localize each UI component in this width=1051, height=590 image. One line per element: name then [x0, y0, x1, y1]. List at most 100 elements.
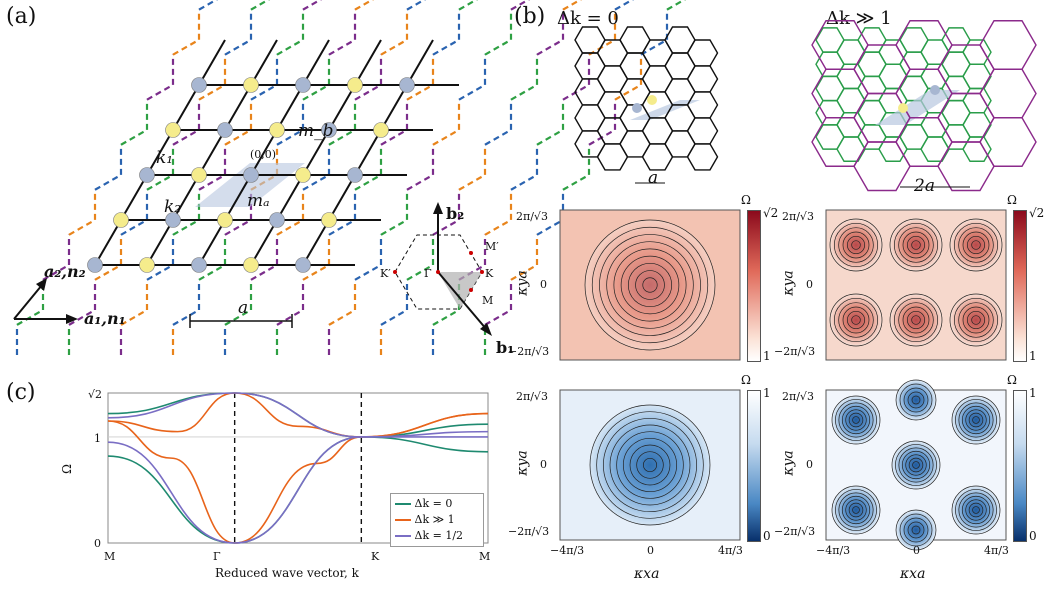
cbar-lr-omega: Ω: [1007, 373, 1017, 387]
ytick-ll-bot: −2π/√3: [508, 525, 550, 538]
heatmap-upper-right: [825, 209, 1007, 361]
lattice-site: [243, 257, 259, 273]
xlabel-lower-left: κxa: [634, 566, 660, 582]
cbar-ll-max: 1: [763, 386, 771, 400]
legend-label-0: Δk = 0: [414, 497, 453, 510]
lattice-site: [165, 212, 181, 228]
colorbar-upper-right: [1013, 210, 1027, 362]
lattice-site: [269, 122, 285, 138]
ytick-ll-mid: 0: [540, 458, 547, 471]
scale-label-a: a: [238, 298, 249, 318]
ytick-ll-top: 2π/√3: [516, 390, 548, 403]
lattice-site: [217, 212, 233, 228]
cbar-ul-max: √2: [763, 206, 779, 220]
legend-item: Δk ≫ 1: [395, 513, 455, 526]
b-right-title: Δk ≫ 1: [826, 8, 892, 29]
xtick-lr-right: 4π/3: [984, 544, 1009, 557]
lattice-site: [87, 257, 103, 273]
lattice-solid-bonds: [94, 39, 459, 266]
label-k1: k₁: [156, 148, 174, 168]
honeycomb-small-right: [811, 20, 1037, 192]
label-mb: m_b: [298, 121, 334, 141]
lattice-site: [113, 212, 129, 228]
colorbar-upper-left: [747, 210, 761, 362]
b-scale-2a: 2a: [914, 176, 935, 196]
ytick-lr-mid: 0: [806, 458, 813, 471]
xtick-lr-mid: 0: [913, 544, 920, 557]
legend-label-2: Δk = 1/2: [414, 529, 464, 542]
bz-K: K: [485, 267, 494, 280]
chart-xtick-M1: M: [104, 550, 116, 563]
bz-Mp: M′: [485, 240, 499, 253]
lattice-site: [347, 167, 363, 183]
bz-b1: b₁: [496, 338, 515, 357]
legend-label-1: Δk ≫ 1: [414, 513, 455, 526]
lattice-site: [191, 257, 207, 273]
band-upper-series-2: [107, 392, 489, 438]
panel-label-b: (b): [514, 4, 546, 29]
ylabel-upper-right: κya: [780, 270, 797, 296]
ytick-lr-bot: −2π/√3: [774, 525, 816, 538]
cbar-ll-omega: Ω: [741, 373, 751, 387]
lattice-site: [243, 167, 259, 183]
xtick-ll-mid: 0: [647, 544, 654, 557]
colorbar-lower-right: [1013, 390, 1027, 542]
band-lower-series-1: [107, 412, 489, 544]
label-k2: k₂: [164, 197, 182, 217]
cbar-ur-max: √2: [1029, 206, 1045, 220]
lattice-site: [321, 122, 337, 138]
b-scale-a: a: [648, 168, 659, 188]
ytick-ur-bot: −2π/√3: [774, 345, 816, 358]
colorbar-lower-left: [747, 390, 761, 542]
b-left-title: Δk = 0: [557, 8, 619, 29]
ytick-lr-top: 2π/√3: [782, 390, 814, 403]
lattice-site: [347, 77, 363, 93]
ylabel-lower-left: κya: [514, 450, 531, 476]
bz-Kp: K′: [380, 267, 391, 280]
lattice-site: [165, 122, 181, 138]
lattice-site: [373, 122, 389, 138]
ytick-ul-bot: −2π/√3: [508, 345, 550, 358]
ytick-ur-mid: 0: [806, 278, 813, 291]
ytick-ul-mid: 0: [540, 278, 547, 291]
chart-xlabel: Reduced wave vector, k: [215, 566, 359, 580]
bz-M: M: [482, 294, 494, 307]
heatmap-lower-right: [825, 379, 1007, 551]
lattice-site: [295, 77, 311, 93]
lattice-site: [243, 77, 259, 93]
cbar-ul-omega: Ω: [741, 193, 751, 207]
cbar-ll-min: 0: [763, 529, 771, 543]
chart-ytick-mid: 1: [94, 432, 101, 445]
chart-ytick-bot: 0: [94, 537, 101, 550]
label-origin: (0,0): [250, 148, 277, 161]
lattice-site: [321, 212, 337, 228]
bz-gamma: Γ: [424, 267, 432, 280]
lattice-site: [269, 212, 285, 228]
lattice-site: [217, 122, 233, 138]
cbar-ur-min: 1: [1029, 349, 1037, 363]
lattice-site: [139, 257, 155, 273]
xlabel-lower-right: κxa: [900, 566, 926, 582]
ytick-ur-top: 2π/√3: [782, 210, 814, 223]
brillouin-zone: [393, 202, 492, 336]
legend-item: Δk = 1/2: [395, 529, 463, 542]
band-lower-series-2: [107, 436, 488, 544]
cbar-lr-min: 0: [1029, 529, 1037, 543]
chart-xtick-Gamma: Γ: [213, 550, 221, 563]
xtick-ll-right: 4π/3: [718, 544, 743, 557]
label-ma: mₐ: [247, 191, 270, 211]
heatmap-lower-left: [559, 389, 741, 541]
cbar-ur-omega: Ω: [1007, 193, 1017, 207]
heatmap-upper-left: [559, 209, 741, 361]
cbar-ul-min: 1: [763, 349, 771, 363]
chart-ylabel: Ω: [59, 464, 74, 474]
lattice-dashed-bonds: [15, 0, 687, 356]
chart-ytick-top: √2: [88, 388, 103, 401]
panel-label-a: (a): [6, 4, 37, 29]
lattice-site: [191, 77, 207, 93]
ylabel-upper-left: κya: [514, 270, 531, 296]
chart-xtick-K: K: [371, 550, 380, 563]
label-a2: a₂,n₂: [44, 262, 86, 281]
lattice-site: [191, 167, 207, 183]
cbar-lr-max: 1: [1029, 386, 1037, 400]
